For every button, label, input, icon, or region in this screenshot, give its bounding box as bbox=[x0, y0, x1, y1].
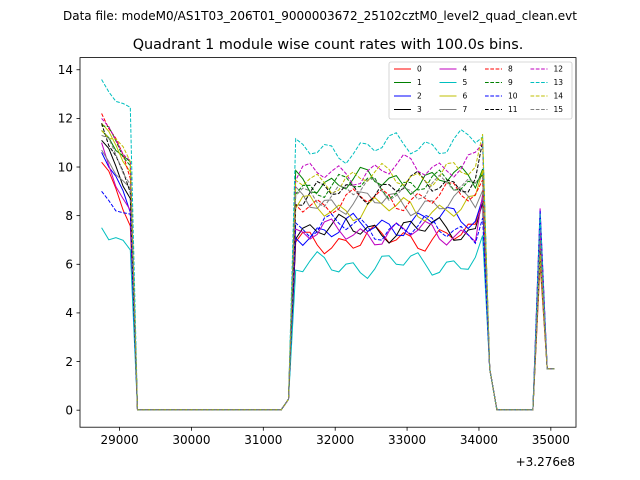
x-tick-label: 32000 bbox=[316, 433, 354, 447]
legend-label-5: 5 bbox=[463, 78, 468, 87]
y-tick-label: 14 bbox=[58, 63, 73, 77]
legend-label-2: 2 bbox=[417, 92, 422, 101]
legend-frame bbox=[388, 61, 573, 120]
y-tick-label: 12 bbox=[58, 112, 73, 126]
x-tick-label: 29000 bbox=[100, 433, 138, 447]
chart-title: Quadrant 1 module wise count rates with … bbox=[133, 37, 524, 53]
legend-label-13: 13 bbox=[554, 78, 564, 87]
y-tick-label: 8 bbox=[65, 209, 73, 223]
legend-label-0: 0 bbox=[417, 65, 422, 74]
x-tick-label: 35000 bbox=[532, 433, 570, 447]
y-tick-label: 4 bbox=[65, 306, 73, 320]
legend-label-6: 6 bbox=[463, 92, 468, 101]
plot-frame bbox=[79, 57, 577, 428]
legend-label-7: 7 bbox=[463, 105, 468, 114]
x-tick-label: 34000 bbox=[460, 433, 498, 447]
legend-label-8: 8 bbox=[508, 65, 513, 74]
y-tick-label: 0 bbox=[65, 403, 73, 417]
legend-label-9: 9 bbox=[508, 78, 513, 87]
legend-label-4: 4 bbox=[463, 65, 468, 74]
legend-label-15: 15 bbox=[554, 105, 564, 114]
legend-label-11: 11 bbox=[508, 105, 518, 114]
x-axis: 29000 30000 31000 32000 33000 34000 35000 bbox=[100, 427, 570, 447]
figure-suptitle: Data file: modeM0/AS1T03_206T01_90000036… bbox=[63, 9, 577, 23]
y-axis: 0 2 4 6 8 10 12 14 bbox=[58, 63, 80, 417]
series-line-10 bbox=[101, 190, 555, 411]
legend-label-3: 3 bbox=[417, 105, 422, 114]
x-tick-label: 31000 bbox=[244, 433, 282, 447]
x-tick-label: 33000 bbox=[388, 433, 426, 447]
legend-label-12: 12 bbox=[554, 65, 564, 74]
y-tick-label: 6 bbox=[65, 258, 73, 272]
legend-label-1: 1 bbox=[417, 78, 422, 87]
legend-label-14: 14 bbox=[554, 92, 564, 101]
series-layer bbox=[101, 79, 555, 411]
series-line-14 bbox=[101, 130, 555, 411]
x-tick-label: 30000 bbox=[172, 433, 210, 447]
x-offset-label: +3.276e8 bbox=[516, 455, 575, 469]
series-line-15 bbox=[101, 134, 555, 411]
legend-label-10: 10 bbox=[508, 92, 518, 101]
y-tick-label: 10 bbox=[58, 160, 73, 174]
y-tick-label: 2 bbox=[65, 355, 73, 369]
